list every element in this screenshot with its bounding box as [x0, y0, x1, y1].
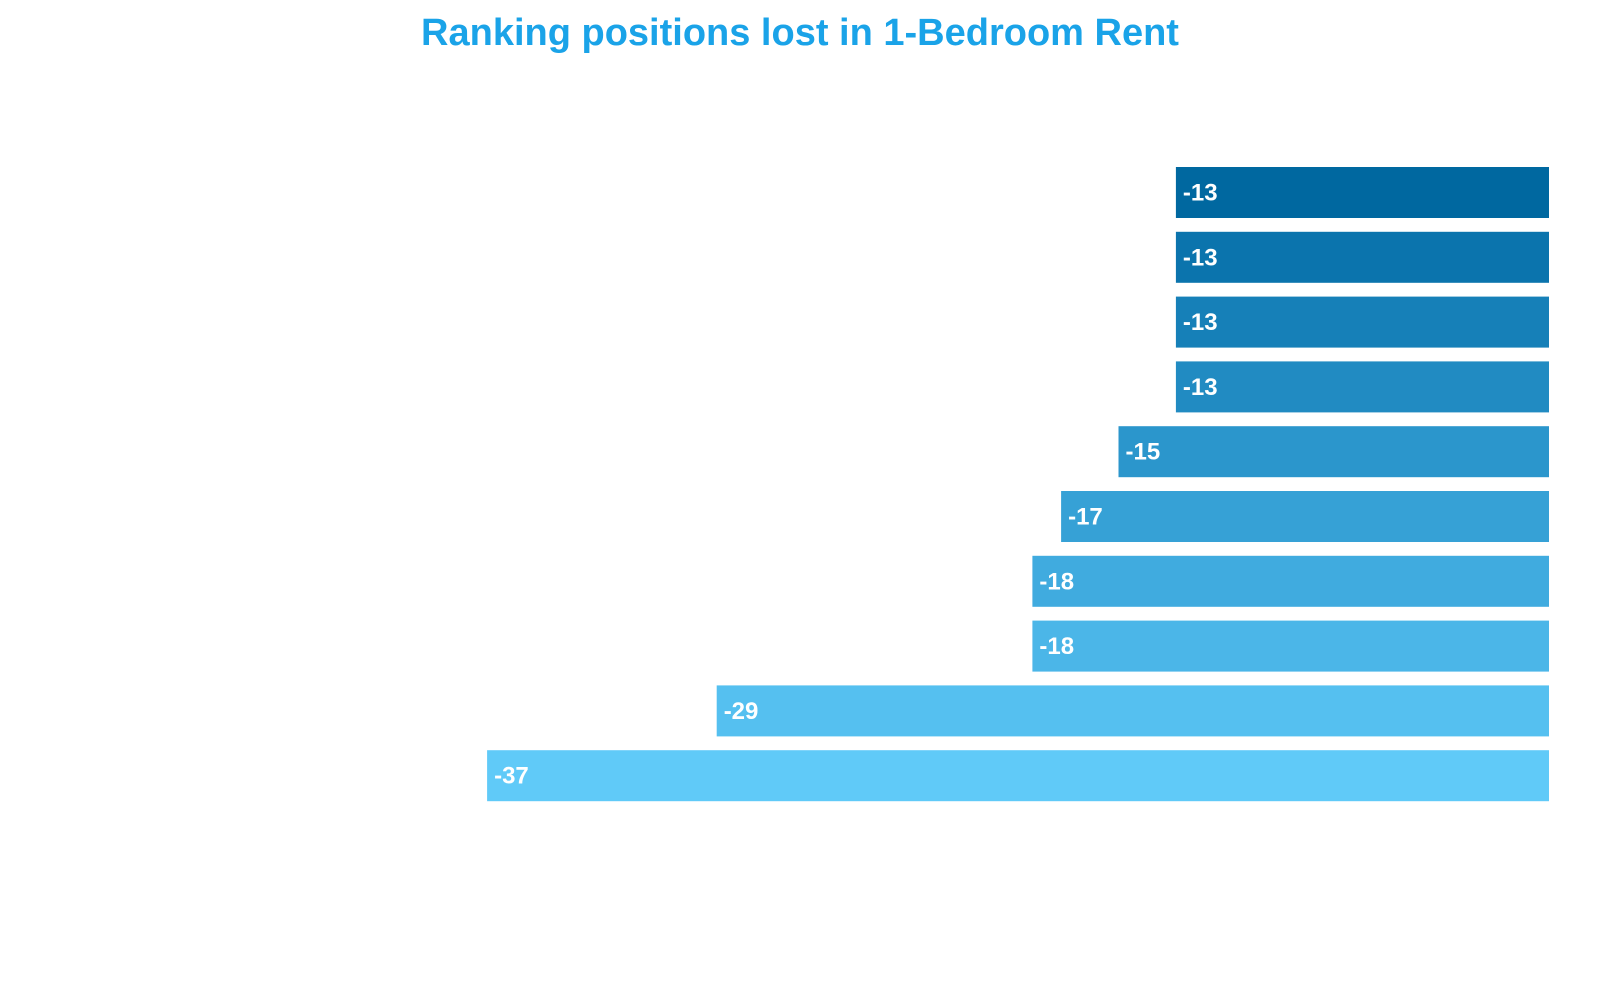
chart-title: Ranking positions lost in 1-Bedroom Rent [421, 12, 1179, 54]
bar-value-label-1: -13 [1183, 180, 1218, 207]
bar-7 [1032, 555, 1549, 607]
bar-6 [1061, 491, 1549, 542]
bar-4 [1175, 361, 1549, 413]
bar-8 [1032, 620, 1549, 672]
bar-value-label-2: -13 [1183, 244, 1218, 271]
bar-value-label-3: -13 [1183, 309, 1218, 336]
bar-value-label-7: -18 [1039, 568, 1074, 595]
bar-5 [1118, 426, 1549, 478]
bar-value-label-4: -13 [1183, 374, 1218, 401]
bar-9 [716, 685, 1549, 737]
bar-2 [1175, 231, 1549, 283]
bar-value-label-8: -18 [1039, 633, 1074, 660]
bar-value-label-5: -15 [1126, 439, 1161, 466]
bar-value-label-6: -17 [1068, 504, 1103, 531]
bar-value-label-9: -29 [724, 698, 759, 725]
bar-10 [487, 750, 1550, 802]
bar-1 [1175, 167, 1549, 218]
bar-3 [1175, 296, 1549, 348]
bar-value-label-10: -37 [494, 763, 529, 790]
